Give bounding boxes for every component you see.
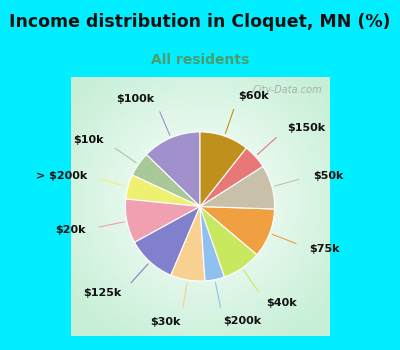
Text: All residents: All residents [151,53,249,67]
Wedge shape [171,206,205,281]
Wedge shape [126,175,200,206]
Wedge shape [200,206,224,281]
Wedge shape [200,206,257,277]
Text: City-Data.com: City-Data.com [252,85,322,95]
Text: $150k: $150k [287,123,325,133]
Text: $60k: $60k [238,91,269,101]
Wedge shape [200,166,274,209]
Text: > $200k: > $200k [36,170,87,181]
Text: $20k: $20k [55,225,85,235]
Text: $50k: $50k [313,170,343,181]
Text: $30k: $30k [150,317,180,327]
Wedge shape [200,206,274,255]
Wedge shape [146,132,200,206]
Wedge shape [132,155,200,206]
Text: $40k: $40k [266,298,297,308]
Wedge shape [134,206,200,275]
Text: $200k: $200k [223,316,262,326]
Wedge shape [126,199,200,242]
Wedge shape [200,132,246,206]
Text: $100k: $100k [116,94,154,104]
Text: $75k: $75k [309,244,340,254]
Text: $125k: $125k [83,288,122,298]
Wedge shape [200,148,263,206]
Text: Income distribution in Cloquet, MN (%): Income distribution in Cloquet, MN (%) [9,13,391,30]
Text: $10k: $10k [73,135,104,145]
